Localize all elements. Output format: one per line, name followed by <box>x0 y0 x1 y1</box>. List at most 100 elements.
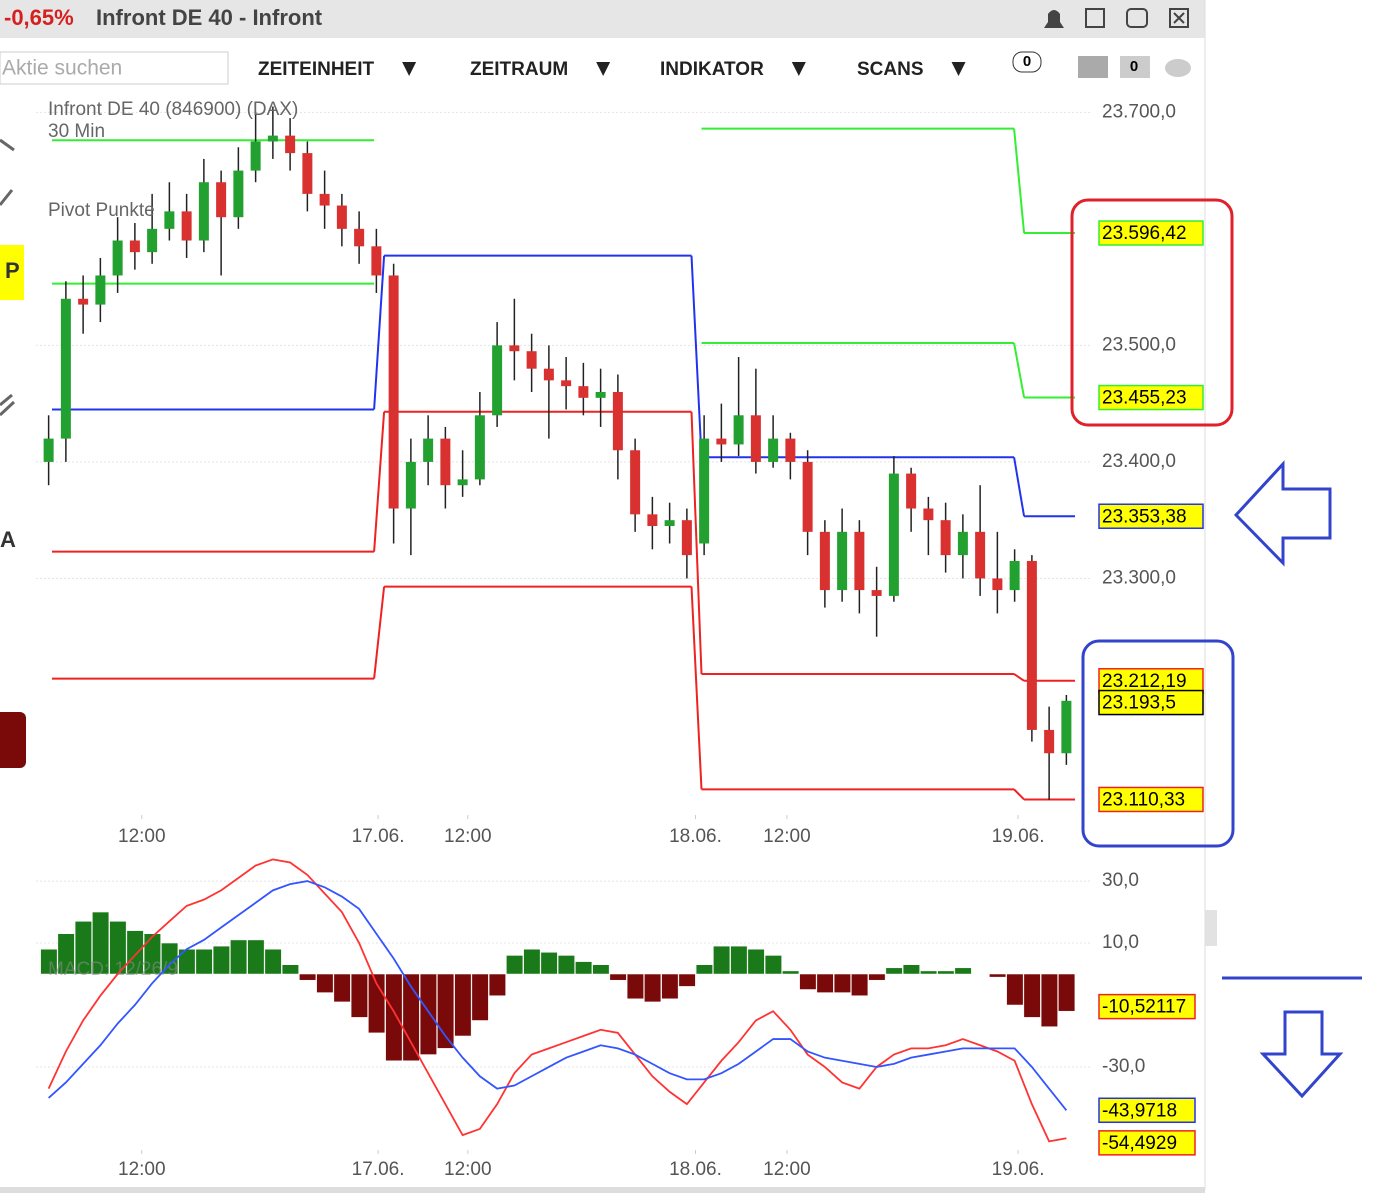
candle-body <box>526 351 537 369</box>
title-bar <box>0 0 1205 38</box>
candle-body <box>543 368 554 381</box>
macd-line <box>47 858 1067 1143</box>
pivot-step <box>373 255 386 410</box>
price-tag <box>1098 689 1204 716</box>
candle-body <box>681 520 692 556</box>
y-tick-label: 30,0 <box>1102 870 1139 891</box>
candle-body <box>664 520 675 527</box>
cloud-icon[interactable] <box>1165 59 1191 77</box>
search-placeholder: Aktie suchen <box>2 57 122 80</box>
x-tick-label: 12:00 <box>444 826 492 847</box>
y-tick-label: 23.400,0 <box>1102 451 1176 472</box>
x-tick-label: 17.06. <box>352 1159 405 1180</box>
window-button[interactable] <box>1126 8 1148 28</box>
histogram-bar <box>816 973 834 993</box>
price-tag <box>1098 384 1204 411</box>
x-tick-label: 18.06. <box>669 1159 722 1180</box>
x-tick-label: 19.06. <box>992 826 1045 847</box>
histogram-bar <box>471 973 489 1021</box>
candle-body <box>819 531 830 591</box>
candle-body <box>1044 729 1055 754</box>
candle-body <box>198 182 209 241</box>
histogram-bar <box>333 973 351 1003</box>
badge-box <box>1012 51 1042 73</box>
dropdown-arrow <box>402 62 417 76</box>
histogram-bar <box>454 973 472 1037</box>
candle-body <box>716 438 727 445</box>
highlight-box <box>1081 639 1235 848</box>
price-tag-label: 23.212,19 <box>1102 671 1187 692</box>
tool-highlight[interactable] <box>0 245 24 300</box>
value-tag <box>1098 1097 1196 1124</box>
histogram-bar <box>592 964 610 975</box>
histogram-bar <box>920 970 938 975</box>
arrow-left <box>1233 460 1332 567</box>
candle-body <box>147 228 158 253</box>
candle-body <box>181 211 192 241</box>
price-tag <box>1098 503 1204 529</box>
x-tick-label: 12:00 <box>118 1159 166 1180</box>
change: -0,65% <box>4 5 74 30</box>
menu-item[interactable]: ZEITEINHEIT <box>258 59 375 80</box>
candle-body <box>112 240 123 276</box>
histogram-bar <box>782 970 800 975</box>
pivot-step <box>1013 342 1026 398</box>
menu-item[interactable]: ZEITRAUM <box>470 59 568 80</box>
candle-body <box>923 508 934 521</box>
candle-body <box>43 438 54 462</box>
chart-title: Infront DE 40 (846900) (DAX) <box>48 99 298 120</box>
value-tag-label: -10,52117 <box>1102 997 1186 1018</box>
tool-icons[interactable] <box>0 138 16 417</box>
histogram-bar <box>419 973 437 1055</box>
search-box[interactable] <box>0 51 229 85</box>
scrollbar[interactable] <box>1205 910 1217 946</box>
histogram-bar <box>799 973 817 990</box>
histogram-bar <box>695 964 713 975</box>
close-button[interactable] <box>1169 8 1189 28</box>
candle-body <box>957 531 968 556</box>
pivot-step <box>1013 128 1026 234</box>
histogram-bar <box>575 961 593 975</box>
candle-body <box>164 211 175 229</box>
histogram-bar <box>678 973 696 987</box>
menu-bar: ZEITEINHEIT ZEITRAUM INDIKATOR SCANS <box>258 59 966 80</box>
histogram-bar <box>281 964 299 975</box>
candle-body <box>888 473 899 596</box>
pivot-step <box>690 586 703 790</box>
histogram-bar <box>385 973 403 1062</box>
histogram-bar <box>902 964 920 975</box>
candle-body <box>216 182 227 218</box>
candle-body <box>250 141 261 171</box>
histogram-bar <box>488 973 506 996</box>
candle-body <box>319 193 330 206</box>
histogram-bar <box>557 955 575 975</box>
histogram-bar <box>747 948 765 975</box>
y-tick-label: 10,0 <box>1102 932 1139 953</box>
price-plot <box>43 106 1075 801</box>
histogram-bar <box>868 973 886 981</box>
pivot-step <box>690 255 703 458</box>
candle-body <box>423 438 434 462</box>
histogram-bar <box>523 948 541 975</box>
histogram-bar <box>833 973 851 993</box>
alarm-icon[interactable] <box>1044 10 1064 28</box>
candle-body <box>992 578 1003 591</box>
window-button[interactable] <box>1085 8 1105 28</box>
histogram-bar <box>1006 973 1024 1006</box>
list-icon[interactable] <box>1078 56 1108 78</box>
tool-label: A <box>0 527 16 552</box>
menu-item[interactable]: SCANS <box>857 59 924 80</box>
histogram-bar <box>247 939 265 975</box>
candle-body <box>95 275 106 305</box>
candle-body <box>129 240 140 253</box>
price-tag-label: 23.110,33 <box>1102 789 1185 810</box>
candle-body <box>336 205 347 229</box>
menu-item[interactable]: INDIKATOR <box>660 59 764 80</box>
sell-button[interactable] <box>0 712 26 768</box>
x-tick-label: 17.06. <box>352 826 405 847</box>
histogram-bar <box>506 955 524 975</box>
histogram-bar <box>661 973 679 1000</box>
candle-body <box>750 415 761 462</box>
indicator-label: MACD: 12/26/9 <box>48 959 178 980</box>
y-tick-label: 23.700,0 <box>1102 101 1176 122</box>
